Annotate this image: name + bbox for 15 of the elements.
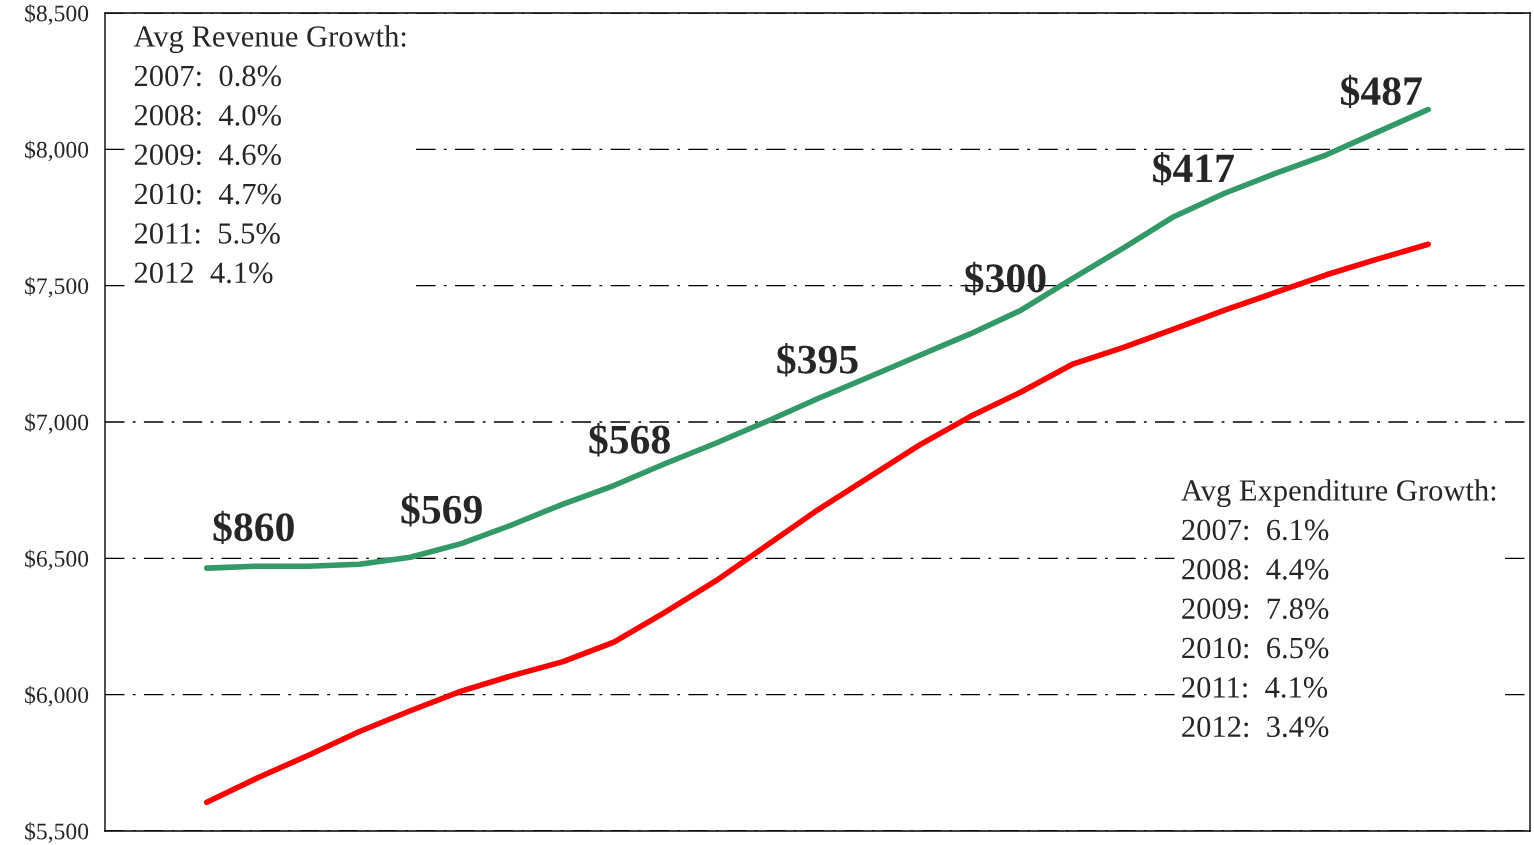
y-tick-label: $7,000 bbox=[25, 413, 89, 434]
y-tick-label: $5,500 bbox=[25, 822, 89, 843]
annotation: $860 bbox=[213, 510, 294, 545]
y-tick-label: $8,500 bbox=[25, 4, 89, 25]
y-tick-label: $7,500 bbox=[25, 276, 89, 298]
annotation: $569 bbox=[401, 493, 482, 527]
y-tick-label: $6,500 bbox=[25, 549, 89, 571]
annotation: Avg Expenditure Growth: 2007: 6.1% 2008: 4.4% 2009: 7.8% 2010: 6.5% 2011: 4.1% 2012: 3.4% bbox=[1181, 479, 1496, 738]
annotation: $395 bbox=[777, 343, 858, 377]
annotation: Avg Revenue Growth: 2007: 0.8% 2008: 4.0% 2009: 4.6% 2010: 4.7% 2011: 5.5% 2012 4.1% bbox=[133, 25, 406, 284]
y-tick-label: $8,000 bbox=[25, 140, 89, 162]
annotation: $487 bbox=[1341, 74, 1422, 109]
annotation: $417 bbox=[1153, 151, 1234, 186]
y-tick-label: $6,000 bbox=[25, 685, 89, 707]
annotation: $568 bbox=[589, 423, 670, 457]
